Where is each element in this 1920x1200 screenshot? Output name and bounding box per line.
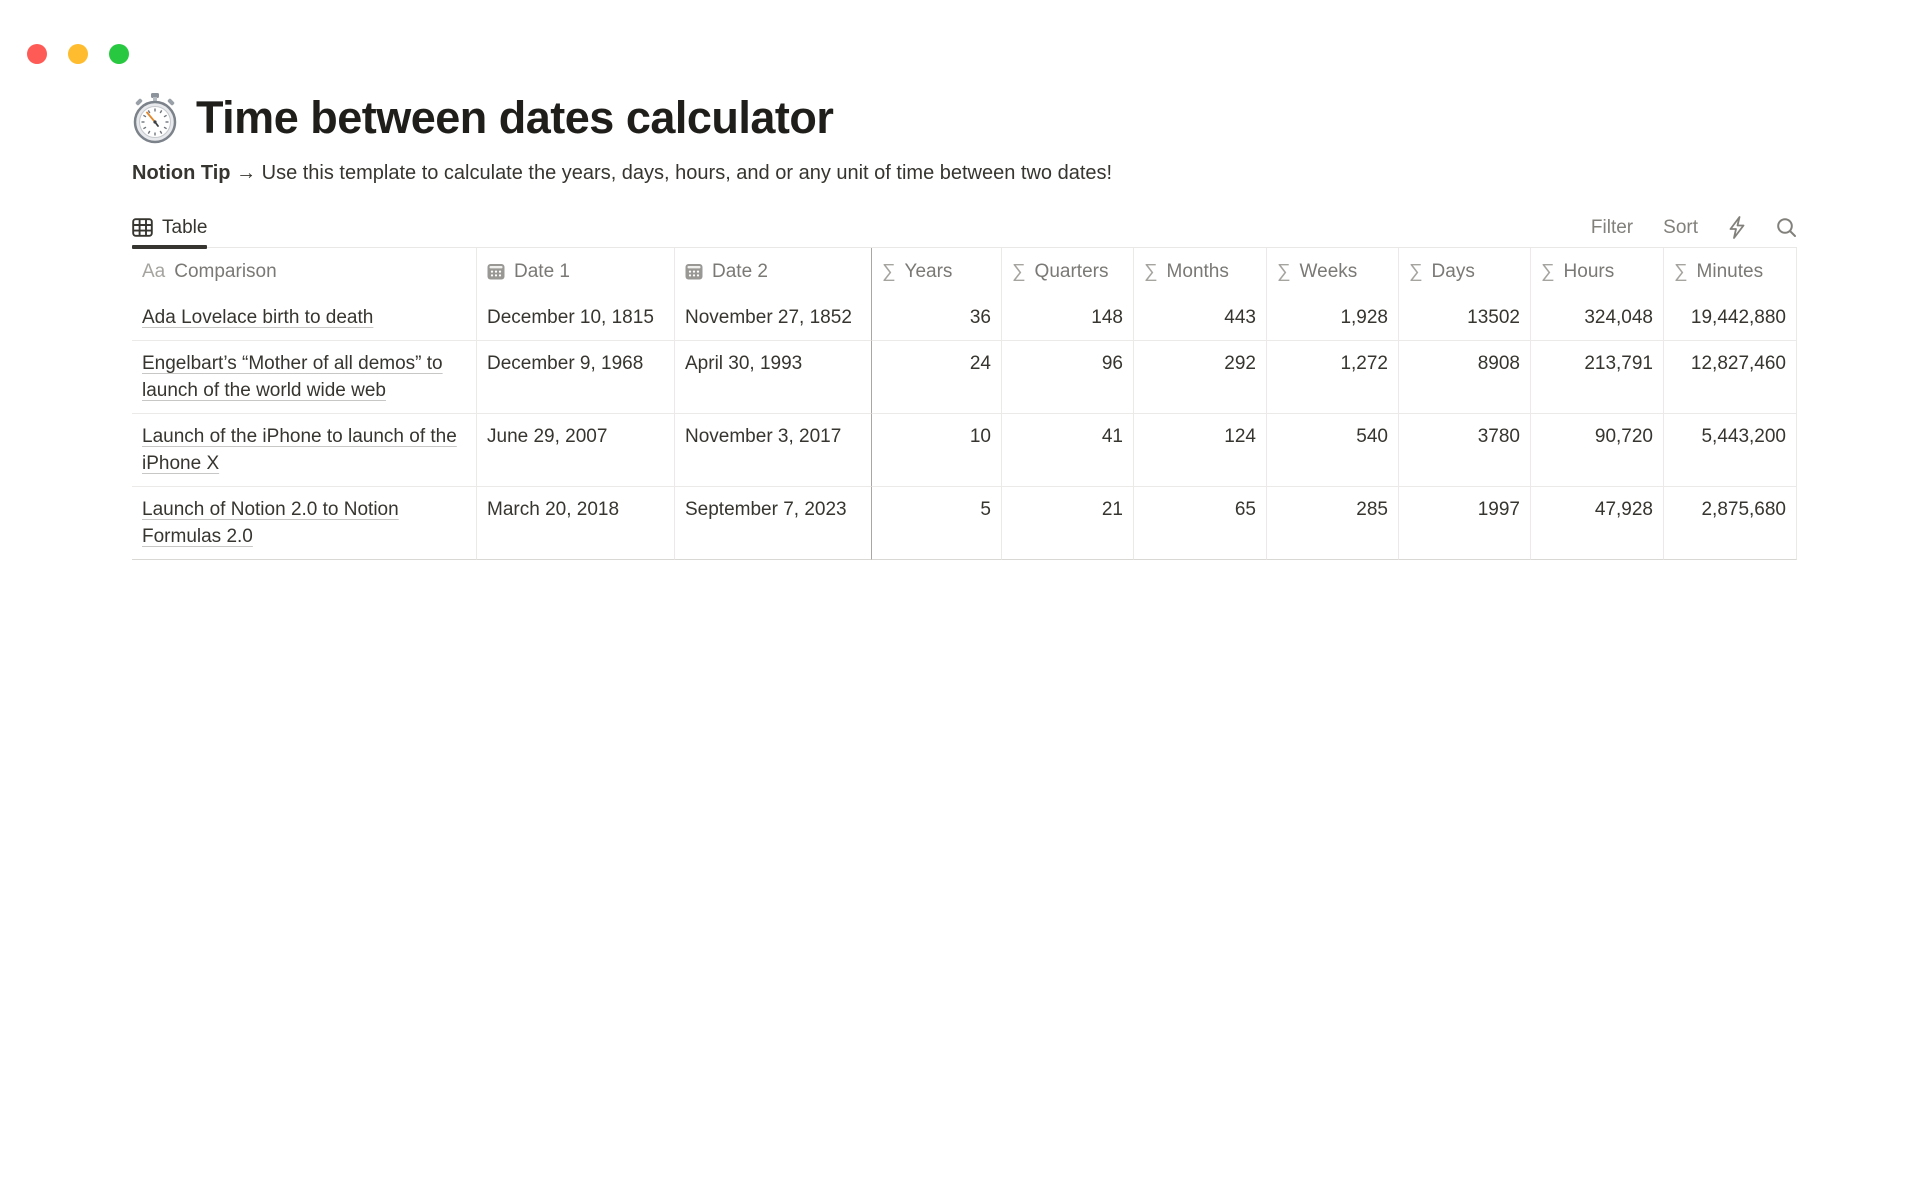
table-row: Ada Lovelace birth to death December 10,… <box>132 295 1797 341</box>
close-button[interactable] <box>27 44 47 64</box>
column-header-minutes[interactable]: ∑ Minutes <box>1664 248 1797 295</box>
cell-years[interactable]: 10 <box>872 414 1002 487</box>
sum-icon: ∑ <box>1409 261 1423 282</box>
arrow-right-icon: → <box>236 162 257 184</box>
cell-years[interactable]: 24 <box>872 341 1002 414</box>
column-header-quarters[interactable]: ∑ Quarters <box>1002 248 1134 295</box>
cell-weeks[interactable]: 1,272 <box>1267 341 1399 414</box>
cell-comparison[interactable]: Launch of Notion 2.0 to Notion Formulas … <box>132 487 477 560</box>
cell-days[interactable]: 13502 <box>1399 295 1531 341</box>
table-view-icon <box>132 218 153 237</box>
table-header-row: Aa Comparison Date 1 <box>132 248 1797 295</box>
cell-years[interactable]: 5 <box>872 487 1002 560</box>
column-header-hours[interactable]: ∑ Hours <box>1531 248 1664 295</box>
column-header-date2[interactable]: Date 2 <box>675 248 872 295</box>
cell-date1[interactable]: December 9, 1968 <box>477 341 675 414</box>
cell-date2[interactable]: November 3, 2017 <box>675 414 872 487</box>
cell-comparison[interactable]: Ada Lovelace birth to death <box>132 295 477 341</box>
cell-date1[interactable]: December 10, 1815 <box>477 295 675 341</box>
page-header: Time between dates calculator <box>132 92 1797 144</box>
cell-weeks[interactable]: 540 <box>1267 414 1399 487</box>
minimize-button[interactable] <box>68 44 88 64</box>
tip-label: Notion Tip <box>132 162 231 184</box>
cell-days[interactable]: 1997 <box>1399 487 1531 560</box>
cell-days[interactable]: 3780 <box>1399 414 1531 487</box>
column-header-date1[interactable]: Date 1 <box>477 248 675 295</box>
column-header-days[interactable]: ∑ Days <box>1399 248 1531 295</box>
cell-date2[interactable]: April 30, 1993 <box>675 341 872 414</box>
calendar-icon <box>685 263 703 280</box>
notion-page: Time between dates calculator Notion Tip… <box>132 92 1797 560</box>
table-row: Engelbart’s “Mother of all demos” to lau… <box>132 341 1797 414</box>
cell-date1[interactable]: March 20, 2018 <box>477 487 675 560</box>
view-toolbar: Table Filter Sort <box>132 208 1797 249</box>
cell-hours[interactable]: 213,791 <box>1531 341 1664 414</box>
cell-months[interactable]: 292 <box>1134 341 1267 414</box>
cell-quarters[interactable]: 41 <box>1002 414 1134 487</box>
search-icon <box>1776 217 1797 238</box>
cell-quarters[interactable]: 21 <box>1002 487 1134 560</box>
cell-quarters[interactable]: 148 <box>1002 295 1134 341</box>
sort-button[interactable]: Sort <box>1663 216 1698 238</box>
toolbar-actions: Filter Sort <box>1591 216 1797 239</box>
cell-months[interactable]: 124 <box>1134 414 1267 487</box>
tab-table[interactable]: Table <box>132 208 208 249</box>
tip-text: Use this template to calculate the years… <box>261 162 1113 184</box>
cell-weeks[interactable]: 1,928 <box>1267 295 1399 341</box>
zoom-button[interactable] <box>109 44 129 64</box>
notion-tip: Notion Tip → Use this template to calcul… <box>132 160 1797 186</box>
cell-hours[interactable]: 47,928 <box>1531 487 1664 560</box>
automations-button[interactable] <box>1728 216 1746 239</box>
sum-icon: ∑ <box>1541 261 1555 282</box>
text-type-icon: Aa <box>142 261 166 282</box>
cell-years[interactable]: 36 <box>872 295 1002 341</box>
cell-hours[interactable]: 90,720 <box>1531 414 1664 487</box>
stopwatch-icon[interactable] <box>132 92 178 144</box>
sum-icon: ∑ <box>1277 261 1291 282</box>
cell-comparison[interactable]: Launch of the iPhone to launch of the iP… <box>132 414 477 487</box>
calendar-icon <box>487 263 505 280</box>
dates-table: Aa Comparison Date 1 <box>132 248 1797 560</box>
filter-button[interactable]: Filter <box>1590 216 1634 238</box>
sum-icon: ∑ <box>882 261 896 282</box>
cell-date1[interactable]: June 29, 2007 <box>477 414 675 487</box>
search-button[interactable] <box>1776 217 1797 238</box>
lightning-icon <box>1728 216 1746 239</box>
cell-minutes[interactable]: 19,442,880 <box>1664 295 1797 341</box>
column-header-years[interactable]: ∑ Years <box>872 248 1002 295</box>
cell-hours[interactable]: 324,048 <box>1531 295 1664 341</box>
column-header-comparison[interactable]: Aa Comparison <box>132 248 477 295</box>
cell-days[interactable]: 8908 <box>1399 341 1531 414</box>
table-row: Launch of Notion 2.0 to Notion Formulas … <box>132 487 1797 560</box>
cell-date2[interactable]: November 27, 1852 <box>675 295 872 341</box>
column-header-weeks[interactable]: ∑ Weeks <box>1267 248 1399 295</box>
window-controls <box>27 44 129 64</box>
sum-icon: ∑ <box>1144 261 1158 282</box>
cell-minutes[interactable]: 12,827,460 <box>1664 341 1797 414</box>
sum-icon: ∑ <box>1674 261 1688 282</box>
cell-weeks[interactable]: 285 <box>1267 487 1399 560</box>
page-title: Time between dates calculator <box>196 92 834 143</box>
cell-minutes[interactable]: 5,443,200 <box>1664 414 1797 487</box>
sum-icon: ∑ <box>1012 261 1026 282</box>
cell-months[interactable]: 65 <box>1134 487 1267 560</box>
cell-quarters[interactable]: 96 <box>1002 341 1134 414</box>
tab-table-label: Table <box>162 216 208 238</box>
cell-date2[interactable]: September 7, 2023 <box>675 487 872 560</box>
table-row: Launch of the iPhone to launch of the iP… <box>132 414 1797 487</box>
cell-comparison[interactable]: Engelbart’s “Mother of all demos” to lau… <box>132 341 477 414</box>
cell-months[interactable]: 443 <box>1134 295 1267 341</box>
column-header-months[interactable]: ∑ Months <box>1134 248 1267 295</box>
cell-minutes[interactable]: 2,875,680 <box>1664 487 1797 560</box>
